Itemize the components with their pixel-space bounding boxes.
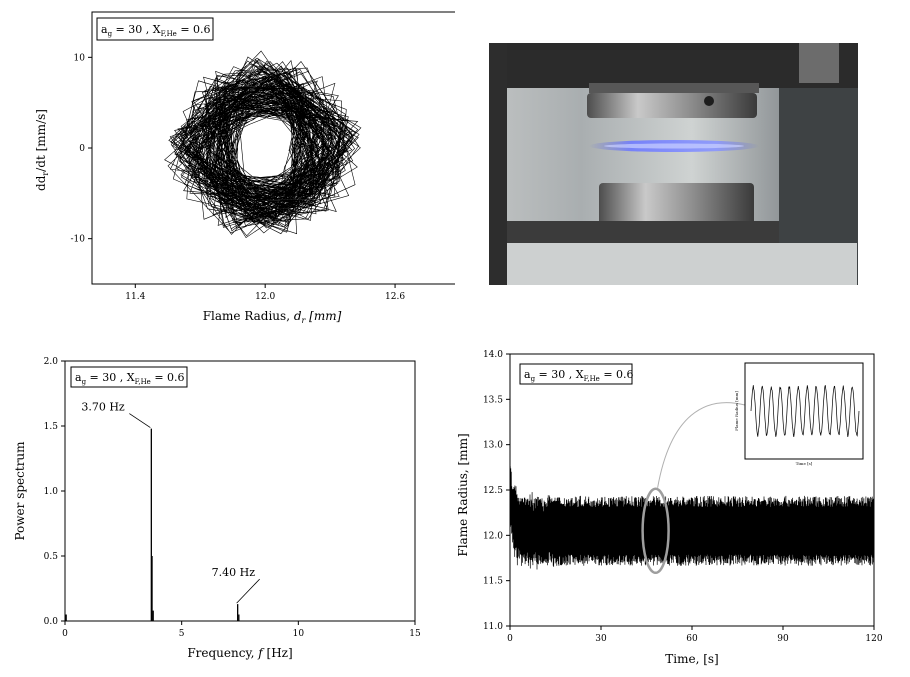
p3-ticks: 0 5 10 15 0.0 0.5 1.0 1.5 2.0 [44,357,421,639]
y-tick-label: 10 [74,53,86,63]
y-tick-label: 13.0 [483,441,503,451]
peak-arrow [129,413,151,428]
x-tick-label: 0 [62,629,68,639]
time-series-chart: 0 30 60 90 120 11.0 11.5 12.0 12.5 13.0 13.5 14.0 a… [456,350,883,666]
p1-legend-end: = 0.6 [177,23,211,36]
y-tick-label: 1.0 [44,487,59,497]
p3-ylabel: Power spectrum [13,441,27,541]
p4-inset-ylabel: Flame Radius [mm] [734,391,739,431]
p4-xlabel: Time, [s] [665,652,718,666]
svg-text:ag = 30 , XF,He = 0.6: ag = 30 , XF,He = 0.6 [524,368,634,383]
x-tick-label: 60 [686,634,698,644]
y-tick-label: 11.0 [483,622,503,632]
y-tick-label: -10 [71,235,86,245]
flame-photo [489,43,858,285]
p1-plot-frame [91,11,455,285]
y-tick-label: 12.0 [483,531,503,541]
p1-legend-x-sub: F,He [161,30,177,38]
p1-legend-a: a [101,23,108,36]
p4-ylabel: Flame Radius, [mm] [456,433,470,556]
p4-signal-path [509,466,875,570]
x-tick-label: 120 [865,634,882,644]
x-tick-label: 5 [179,629,185,639]
p4-inset-chart: Flame Radius [mm] Time [s] [734,362,864,466]
p1-trajectory-path [164,50,362,239]
p4-ticks: 0 30 60 90 120 11.0 11.5 12.0 12.5 13.0 13.5 14.0 [483,350,883,644]
peak-arrow [236,578,260,604]
power-spectrum-chart: 0 5 10 15 0.0 0.5 1.0 1.5 2.0 ag = 30 , XF,He = … [13,357,421,660]
x-tick-label: 12.6 [385,292,405,302]
y-tick-label: 0.0 [44,617,59,627]
p4-signal [509,402,875,575]
p1-legend-a-sub: g [108,30,113,38]
x-tick-label: 90 [777,634,789,644]
y-tick-label: 0.5 [44,552,59,562]
y-tick-label: 11.5 [483,577,503,587]
peak-label: 7.40 Hz [212,566,256,579]
y-tick-label: 1.5 [44,422,59,432]
p3-legend-a: a [75,371,82,384]
y-tick-label: 0 [79,144,85,154]
x-tick-label: 11.4 [125,292,145,302]
p3-spectrum [65,428,240,621]
x-tick-label: 10 [293,629,305,639]
y-tick-label: 14.0 [483,350,503,360]
x-tick-label: 0 [507,634,513,644]
p4-legend: ag = 30 , XF,He = 0.6 [519,363,634,385]
p1-ticks: 11.4 12.0 12.6 -10 0 10 [71,53,406,302]
highlight-ellipse [641,487,670,575]
y-tick-label: 12.5 [483,486,503,496]
p1-legend: ag = 30 , XF,He = 0.6 [96,17,214,41]
zoom-connector [657,402,746,488]
x-tick-label: 15 [409,629,421,639]
p4-inset-xlabel: Time [s] [796,461,813,466]
p1-trajectory [164,50,362,239]
p3-legend: ag = 30 , XF,He = 0.6 [70,366,188,388]
y-tick-label: 13.5 [483,395,503,405]
p3-annotations: 3.70 Hz 7.40 Hz [81,401,260,604]
svg-text:ag = 30 , XF,He = 0.6: ag = 30 , XF,He = 0.6 [75,371,185,386]
p1-ylabel: ddr/dt [mm/s] [34,109,50,191]
inset-signal-path [750,385,860,437]
phase-portrait-chart: 11.4 12.0 12.6 -10 0 10 ag = 30 , XF,He = 0.6… [34,11,455,325]
x-tick-label: 12.0 [255,292,275,302]
y-tick-label: 2.0 [44,357,59,367]
svg-text:ag = 30 , XF,He = 0.6: ag = 30 , XF,He = 0.6 [101,23,211,38]
p3-xlabel: Frequency, f [Hz] [187,646,292,660]
peak-label: 3.70 Hz [81,401,125,414]
p1-xlabel: Flame Radius, dr [mm] [203,309,342,325]
p1-legend-mid: = 30 , X [112,23,161,36]
x-tick-label: 30 [595,634,607,644]
